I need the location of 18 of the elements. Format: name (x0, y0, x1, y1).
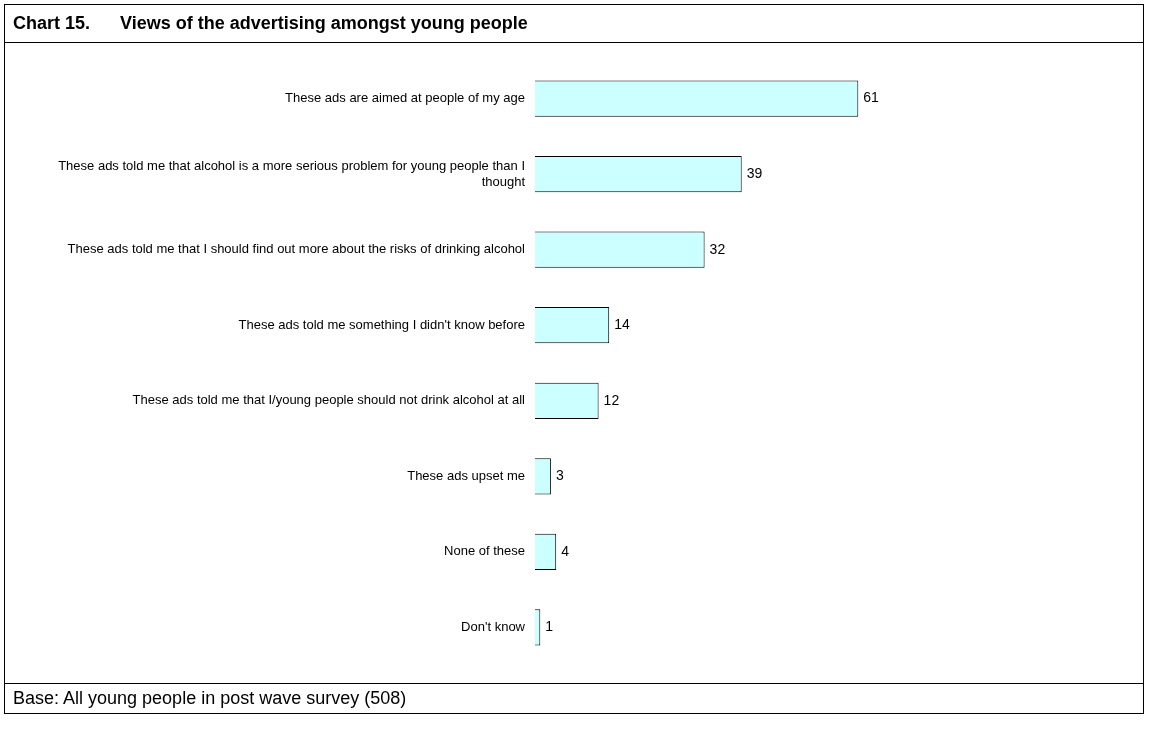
data-label: 14 (614, 316, 630, 333)
text: Base: All young people in post wave survey (508) (5, 683, 1143, 713)
y-tick-label: These ads told me that I/young people should not drink alcohol at all (132, 392, 526, 408)
data-label: 12 (603, 391, 620, 408)
text: Chart 15. Views of the advertising amongst young people (5, 5, 1143, 43)
y-tick-label: None of these (444, 543, 525, 559)
y-tick-label: These ads upset me (407, 467, 525, 483)
data-label: 61 (863, 89, 880, 106)
data-label: 3 (555, 467, 564, 484)
data-label: 39 (746, 164, 763, 181)
data-label: 4 (561, 542, 570, 559)
y-tick-label: These ads told me that alcohol is a more serious problem for young people than I thought (58, 157, 526, 189)
data-label: 32 (709, 240, 726, 257)
y-tick-label: Don't know (461, 619, 526, 634)
data-label: 1 (545, 618, 554, 635)
y-tick-label: These ads told me that I should find out more about the risks of drinking alcohol (67, 241, 526, 257)
y-tick-label: These ads told me something I didn't know before (238, 316, 525, 332)
y-tick-label: These ads are aimed at people of my age (285, 90, 525, 106)
